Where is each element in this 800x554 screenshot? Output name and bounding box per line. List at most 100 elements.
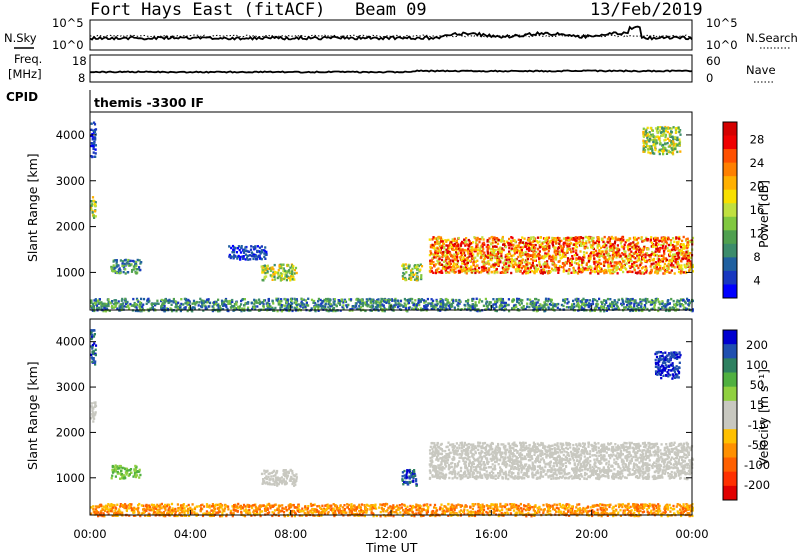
heatmap-cell	[548, 254, 551, 258]
heatmap-cell	[667, 145, 670, 148]
nsearch-trace	[89, 34, 693, 38]
heatmap-cell	[284, 271, 287, 275]
heatmap-cell	[642, 135, 645, 139]
heatmap-cell	[168, 298, 171, 302]
heatmap-cell	[197, 304, 200, 307]
heatmap-cell	[628, 265, 631, 268]
heatmap-cell	[650, 303, 654, 306]
heatmap-cell	[219, 307, 222, 310]
heatmap-cell	[444, 239, 447, 242]
heatmap-cell	[661, 244, 665, 248]
heatmap-cell	[511, 299, 514, 302]
heatmap-cell	[611, 303, 614, 306]
heatmap-cell	[441, 271, 444, 274]
heatmap-cell	[478, 301, 481, 304]
heatmap-cell	[486, 238, 489, 242]
heatmap-cell	[125, 305, 128, 309]
heatmap-cell	[564, 261, 567, 264]
heatmap-cell	[490, 270, 493, 274]
heatmap-cell	[664, 257, 668, 260]
heatmap-cell	[323, 300, 326, 303]
heatmap-cell	[609, 246, 612, 249]
heatmap-cell	[416, 265, 419, 268]
heatmap-cell	[387, 299, 390, 302]
heatmap-cell	[100, 307, 103, 310]
heatmap-cell	[476, 259, 479, 262]
heatmap-cell	[636, 272, 639, 275]
heatmap-cell	[593, 267, 596, 270]
heatmap-cell	[503, 305, 506, 308]
heatmap-cell	[678, 266, 682, 269]
heatmap-cell	[589, 255, 592, 259]
heatmap-cell	[124, 268, 127, 271]
heatmap-cell	[294, 483, 297, 486]
heatmap-cell	[405, 271, 408, 274]
heatmap-cell	[544, 262, 547, 265]
heatmap-cell	[436, 253, 439, 256]
heatmap-cell	[479, 309, 482, 313]
heatmap-cell	[626, 270, 629, 274]
heatmap-cell	[564, 237, 568, 240]
heatmap-cell	[93, 405, 96, 408]
heatmap-cell	[205, 298, 209, 301]
heatmap-cell	[491, 251, 494, 254]
heatmap-cell	[592, 236, 595, 240]
heatmap-cell	[634, 257, 637, 260]
heatmap-cell	[499, 271, 502, 274]
heatmap-cell	[290, 300, 293, 304]
heatmap-cell	[411, 470, 414, 473]
heatmap-cell	[643, 298, 646, 302]
power-heatmap	[90, 121, 695, 313]
heatmap-cell	[682, 235, 685, 239]
colorbar-segment	[723, 203, 737, 218]
heatmap-cell	[178, 304, 182, 307]
heatmap-cell	[445, 297, 448, 301]
heatmap-cell	[589, 243, 592, 247]
heatmap-cell	[127, 474, 130, 477]
heatmap-cell	[517, 238, 520, 241]
heatmap-cell	[92, 307, 95, 310]
heatmap-cell	[291, 309, 294, 313]
heatmap-cell	[616, 238, 619, 241]
heatmap-cell	[663, 237, 666, 240]
heatmap-cell	[503, 301, 506, 305]
heatmap-cell	[213, 303, 216, 306]
heatmap-cell	[608, 254, 611, 258]
heatmap-cell	[668, 134, 671, 137]
heatmap-cell	[649, 265, 652, 268]
heatmap-cell	[364, 309, 367, 312]
heatmap-cell	[673, 253, 676, 256]
heatmap-cell	[550, 259, 553, 263]
heatmap-cell	[448, 246, 451, 250]
heatmap-cell	[314, 302, 317, 305]
heatmap-cell	[91, 343, 94, 347]
heatmap-cell	[408, 475, 411, 478]
heatmap-cell	[563, 299, 566, 302]
heatmap-cell	[415, 265, 418, 269]
heatmap-cell	[518, 263, 521, 266]
heatmap-cell	[581, 303, 584, 306]
heatmap-cell	[547, 236, 551, 239]
heatmap-cell	[596, 238, 600, 241]
heatmap-cell	[608, 271, 611, 274]
heatmap-cell	[265, 475, 268, 478]
heatmap-cell	[530, 249, 533, 252]
heatmap-cell	[492, 237, 495, 240]
heatmap-cell	[125, 469, 128, 472]
heatmap-cell	[491, 253, 494, 256]
heatmap-cell	[419, 298, 423, 302]
heatmap-cell	[360, 302, 363, 305]
heatmap-cell	[403, 302, 406, 305]
heatmap-cell	[393, 299, 396, 302]
heatmap-cell	[679, 305, 682, 308]
heatmap-cell	[678, 257, 681, 261]
colorbar-segment	[723, 189, 737, 204]
heatmap-cell	[673, 266, 676, 269]
heatmap-cell	[642, 144, 645, 148]
heatmap-cell	[286, 298, 289, 301]
noise-right-tick-top: 10^5	[706, 16, 738, 30]
heatmap-cell	[135, 466, 138, 469]
heatmap-cell	[446, 267, 449, 270]
heatmap-cell	[656, 238, 659, 241]
heatmap-cell	[293, 278, 296, 281]
